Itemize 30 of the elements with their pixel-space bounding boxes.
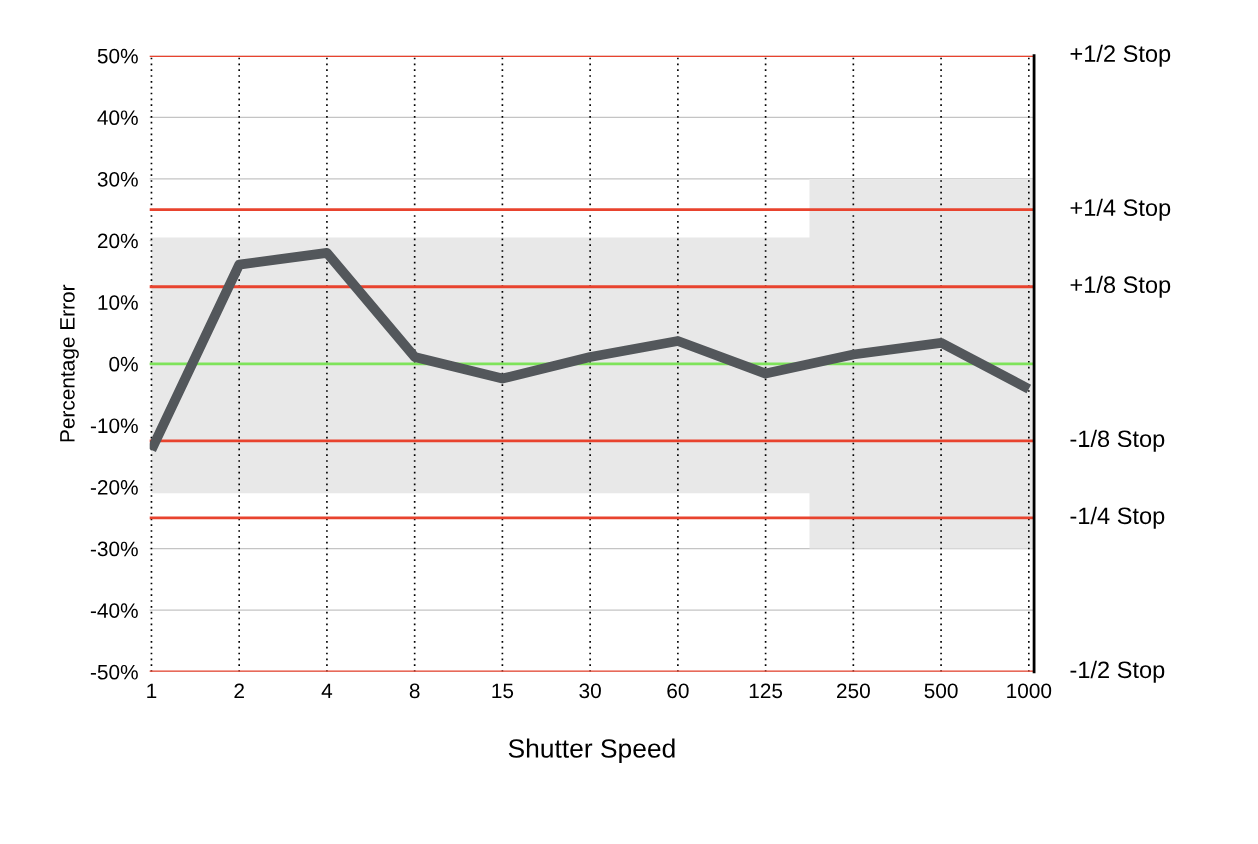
y-tick-label: 0% bbox=[109, 356, 138, 372]
y-tick-label: -30% bbox=[90, 541, 138, 557]
y-tick-label: 10% bbox=[98, 295, 138, 310]
ref-line-label: +1/2 Stop bbox=[1070, 44, 1171, 67]
y-tick-label: 20% bbox=[97, 233, 138, 249]
x-tick-label: 30 bbox=[579, 683, 601, 699]
x-tick-label: 500 bbox=[924, 683, 958, 699]
y-axis-title: Percentage Error bbox=[60, 284, 79, 442]
x-tick-label: 60 bbox=[667, 683, 689, 699]
x-axis-title: Shutter Speed bbox=[508, 738, 675, 764]
x-tick-label: 4 bbox=[321, 683, 333, 699]
y-tick-label: 30% bbox=[97, 171, 138, 187]
ref-line-label: +1/8 Stop bbox=[1070, 275, 1171, 298]
y-tick-label: -40% bbox=[90, 603, 138, 618]
ref-line-label: +1/4 Stop bbox=[1070, 198, 1171, 221]
y-tick-label: -20% bbox=[90, 479, 138, 495]
x-tick-label: 2 bbox=[234, 683, 244, 699]
x-tick-label: 125 bbox=[749, 683, 783, 699]
ref-line-label: -1/2 Stop bbox=[1070, 660, 1165, 683]
x-tick-label: 1 bbox=[147, 683, 157, 699]
x-tick-label: 250 bbox=[837, 683, 870, 699]
ref-line-label: -1/8 Stop bbox=[1070, 429, 1165, 452]
ref-line-label: -1/4 Stop bbox=[1070, 506, 1165, 529]
x-tick-label: 15 bbox=[492, 683, 514, 699]
y-tick-label: 40% bbox=[97, 110, 138, 126]
y-tick-label: -50% bbox=[90, 664, 138, 680]
y-tick-label: 50% bbox=[97, 48, 138, 64]
x-tick-label: 8 bbox=[409, 683, 420, 699]
y-tick-label: -10% bbox=[90, 418, 138, 434]
x-tick-label: 1000 bbox=[1007, 683, 1052, 699]
